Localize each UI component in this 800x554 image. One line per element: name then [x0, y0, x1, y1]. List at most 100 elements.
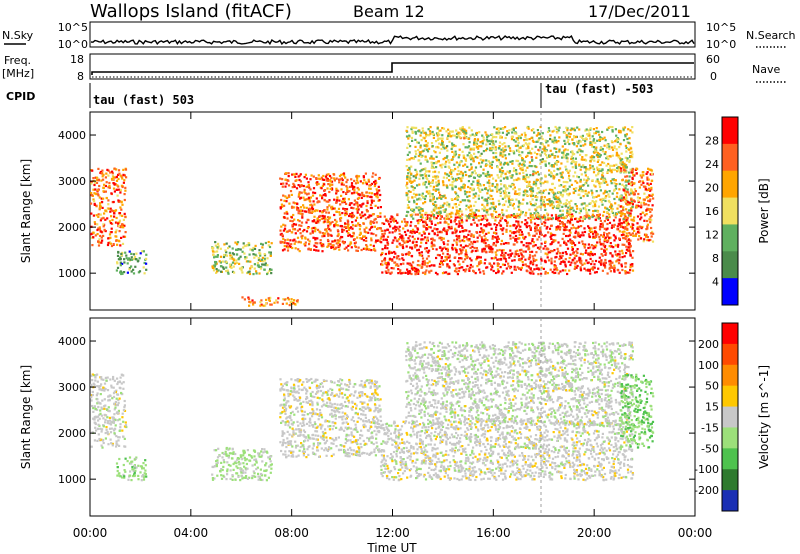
data-cell	[473, 141, 476, 144]
data-cell	[391, 259, 394, 262]
data-cell	[444, 229, 447, 232]
data-cell	[422, 181, 425, 184]
data-cell	[406, 186, 409, 190]
data-cell	[486, 147, 489, 150]
data-cell	[523, 164, 526, 167]
data-cell	[260, 242, 263, 245]
data-cell	[528, 138, 531, 141]
data-cell	[539, 189, 542, 192]
freq-tick-top: 18	[70, 53, 84, 66]
data-cell	[472, 218, 475, 221]
data-cell	[498, 170, 502, 173]
data-cell	[311, 230, 314, 233]
data-cell	[227, 272, 230, 275]
data-cell	[574, 231, 577, 235]
data-cell	[119, 191, 122, 194]
data-cell	[374, 217, 377, 221]
data-cell	[618, 250, 621, 253]
data-cell	[399, 270, 402, 274]
data-cell	[566, 272, 569, 276]
data-cell	[631, 126, 634, 129]
data-cell	[472, 269, 475, 272]
data-cell	[598, 183, 601, 186]
data-cell	[448, 166, 451, 169]
data-cell	[579, 216, 582, 219]
data-cell	[107, 207, 110, 210]
data-cell	[343, 225, 346, 228]
data-cell	[379, 237, 382, 240]
data-cell	[298, 240, 301, 243]
data-cell	[601, 176, 604, 179]
data-cell	[528, 254, 532, 257]
data-cell	[584, 192, 587, 196]
data-cell	[514, 216, 517, 219]
data-cell	[508, 184, 511, 187]
data-cell	[325, 177, 328, 180]
data-cell	[375, 192, 379, 195]
data-cell	[376, 239, 379, 242]
data-cell	[512, 202, 515, 206]
data-cell	[524, 142, 527, 145]
data-cell	[561, 269, 564, 272]
data-cell	[582, 195, 585, 198]
data-cell	[494, 146, 497, 149]
data-cell	[323, 220, 326, 223]
data-cell	[132, 253, 135, 256]
data-cell	[547, 259, 551, 262]
data-cell	[545, 227, 548, 230]
data-cell	[321, 184, 324, 187]
data-cell	[543, 196, 546, 199]
data-cell	[450, 169, 454, 172]
data-cell	[416, 184, 419, 187]
data-cell	[451, 186, 454, 190]
data-cell	[360, 248, 363, 252]
data-cell	[90, 193, 93, 197]
data-cell	[402, 227, 405, 230]
data-cell	[436, 273, 439, 276]
data-cell	[454, 229, 457, 232]
data-cell	[450, 227, 453, 230]
data-cell	[285, 172, 288, 175]
data-cell	[602, 234, 605, 237]
data-cell	[405, 224, 409, 227]
data-cell	[629, 254, 632, 257]
data-cell	[601, 254, 604, 257]
data-cell	[528, 266, 531, 269]
data-cell	[550, 233, 553, 236]
data-cell	[448, 205, 451, 208]
data-cell	[608, 267, 611, 270]
data-cell	[507, 242, 510, 245]
data-cell	[593, 196, 596, 199]
data-cell	[469, 257, 472, 260]
data-cell	[498, 141, 502, 144]
data-cell	[443, 242, 446, 246]
data-cell	[470, 259, 473, 262]
data-cell	[608, 221, 612, 224]
data-cell	[554, 162, 557, 165]
data-cell	[230, 263, 233, 266]
data-cell	[550, 200, 553, 203]
data-cell	[504, 136, 507, 140]
data-cell	[580, 259, 583, 262]
data-cell	[509, 254, 512, 257]
data-cell	[110, 192, 113, 195]
data-cell	[495, 228, 498, 232]
data-cell	[112, 243, 115, 246]
data-cell	[280, 182, 283, 185]
data-cell	[321, 214, 324, 217]
data-cell	[598, 169, 601, 172]
data-cell	[581, 242, 585, 246]
data-cell	[581, 231, 584, 234]
data-cell	[356, 236, 359, 239]
data-cell	[286, 296, 290, 300]
data-cell	[247, 260, 250, 263]
data-cell	[510, 271, 513, 274]
data-cell	[458, 208, 462, 211]
data-cell	[629, 266, 632, 269]
data-cell	[550, 234, 553, 237]
data-cell	[469, 155, 472, 158]
data-cell	[446, 263, 449, 266]
data-cell	[631, 256, 634, 259]
data-cell	[214, 262, 217, 265]
data-cell	[606, 128, 609, 131]
